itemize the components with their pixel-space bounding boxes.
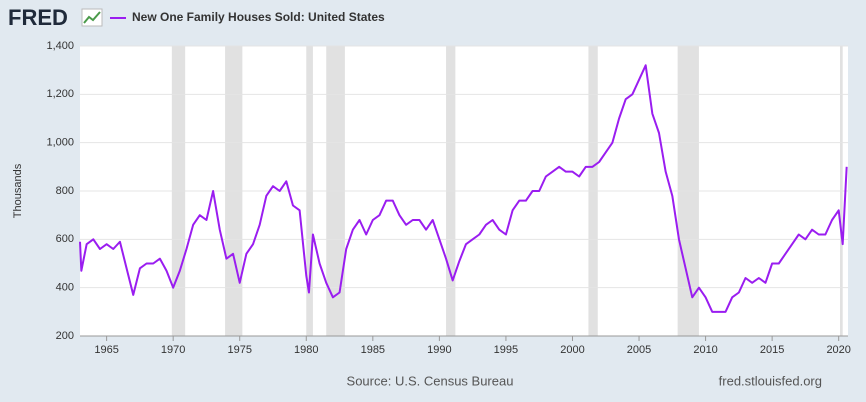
series-line [79, 64, 848, 313]
x-tick-label: 2015 [760, 344, 784, 356]
x-tick-label: 1975 [227, 344, 251, 356]
y-tick-label: 400 [56, 282, 74, 294]
x-tick-label: 1980 [294, 344, 318, 356]
logo-icon [81, 8, 103, 27]
y-tick-label: 600 [56, 233, 74, 245]
x-tick-label: 2010 [693, 344, 717, 356]
site: fred.stlouisfed.org [719, 373, 822, 388]
y-tick-label: 800 [56, 185, 74, 197]
y-tick-label: 1,400 [46, 40, 74, 52]
x-tick-label: 1985 [361, 344, 385, 356]
y-tick-label: 1,200 [46, 88, 74, 100]
x-tick-label: 1965 [94, 344, 118, 356]
x-tick-label: 1995 [494, 344, 518, 356]
x-tick-label: 2000 [560, 344, 584, 356]
y-tick-label: 200 [56, 330, 74, 342]
x-tick-label: 1990 [427, 344, 451, 356]
y-tick-label: 1,000 [46, 137, 74, 149]
x-tick-label: 1970 [161, 344, 185, 356]
x-tick-label: 2005 [627, 344, 651, 356]
legend-label: New One Family Houses Sold: United State… [132, 10, 385, 24]
x-tick-label: 2020 [826, 344, 850, 356]
source: Source: U.S. Census Bureau [347, 373, 514, 388]
y-axis-label: Thousands [12, 163, 24, 218]
logo: FRED [8, 5, 68, 30]
